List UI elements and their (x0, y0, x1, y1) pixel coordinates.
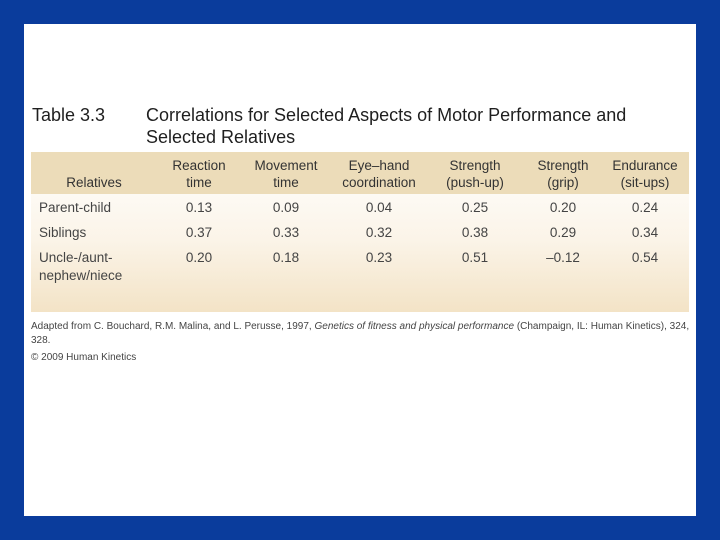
row-label-line: nephew/niece (39, 268, 123, 283)
table-cell: 0.54 (631, 250, 659, 265)
table-cell: –0.12 (546, 250, 580, 265)
col-header-movement-time: Movement time (246, 157, 326, 191)
table-cell: 0.24 (631, 200, 659, 215)
source-note-prefix: Adapted from C. Bouchard, R.M. Malina, a… (31, 321, 312, 332)
source-note-suffix: (Champaign, IL: Human Kinetics), 324, 32… (31, 321, 690, 346)
header-line: Movement (254, 158, 318, 173)
table-cell: 0.38 (461, 225, 489, 240)
row-label: Siblings (39, 225, 87, 240)
header-line (39, 157, 149, 174)
header-line: coordination (342, 175, 416, 190)
table-cell: 0.04 (365, 200, 393, 215)
table-cell: 0.23 (365, 250, 393, 265)
table-cell: 0.13 (185, 200, 213, 215)
header-line: time (186, 175, 212, 190)
header-line: Strength (537, 158, 589, 173)
row-label: Uncle-/aunt- nephew/niece (39, 249, 154, 285)
header-line: Endurance (612, 158, 678, 173)
header-line: time (273, 175, 299, 190)
header-line: Eye–hand (348, 158, 410, 173)
header-line: (grip) (547, 175, 579, 190)
table-cell: 0.33 (272, 225, 300, 240)
header-line: (sit-ups) (620, 175, 670, 190)
header-line: (push-up) (446, 175, 504, 190)
col-header-endurance-situps: Endurance (sit-ups) (601, 157, 689, 191)
header-line: Reaction (172, 158, 226, 173)
table-cell: 0.20 (185, 250, 213, 265)
row-label-line: Uncle-/aunt- (39, 250, 113, 265)
table-title: Correlations for Selected Aspects of Mot… (146, 105, 627, 147)
source-note: Adapted from C. Bouchard, R.M. Malina, a… (31, 320, 691, 348)
col-header-strength-grip: Strength (grip) (523, 157, 603, 191)
table-cell: 0.37 (185, 225, 213, 240)
table-cell: 0.25 (461, 200, 489, 215)
table-header-row: Relatives Reaction time Movement time Ey… (31, 152, 689, 194)
slide: Table 3.3 Correlations for Selected Aspe… (24, 24, 696, 516)
table-cell: 0.18 (272, 250, 300, 265)
row-label: Parent-child (39, 200, 112, 215)
copyright-notice: © 2009 Human Kinetics (31, 352, 137, 363)
table-cell: 0.20 (549, 200, 577, 215)
col-header-relatives: Relatives (39, 157, 149, 191)
table-cell: 0.34 (631, 225, 659, 240)
source-book-title: Genetics of fitness and physical perform… (314, 321, 515, 332)
table-number: Table 3.3 (32, 105, 106, 125)
correlation-table: Relatives Reaction time Movement time Ey… (31, 152, 689, 312)
table-cell: 0.09 (272, 200, 300, 215)
table-cell: 0.32 (365, 225, 393, 240)
header-line: Strength (449, 158, 501, 173)
col-header-eye-hand: Eye–hand coordination (331, 157, 427, 191)
table-cell: 0.29 (549, 225, 577, 240)
col-header-reaction-time: Reaction time (159, 157, 239, 191)
header-line: Relatives (66, 175, 122, 190)
col-header-strength-pushup: Strength (push-up) (435, 157, 515, 191)
table-cell: 0.51 (461, 250, 489, 265)
